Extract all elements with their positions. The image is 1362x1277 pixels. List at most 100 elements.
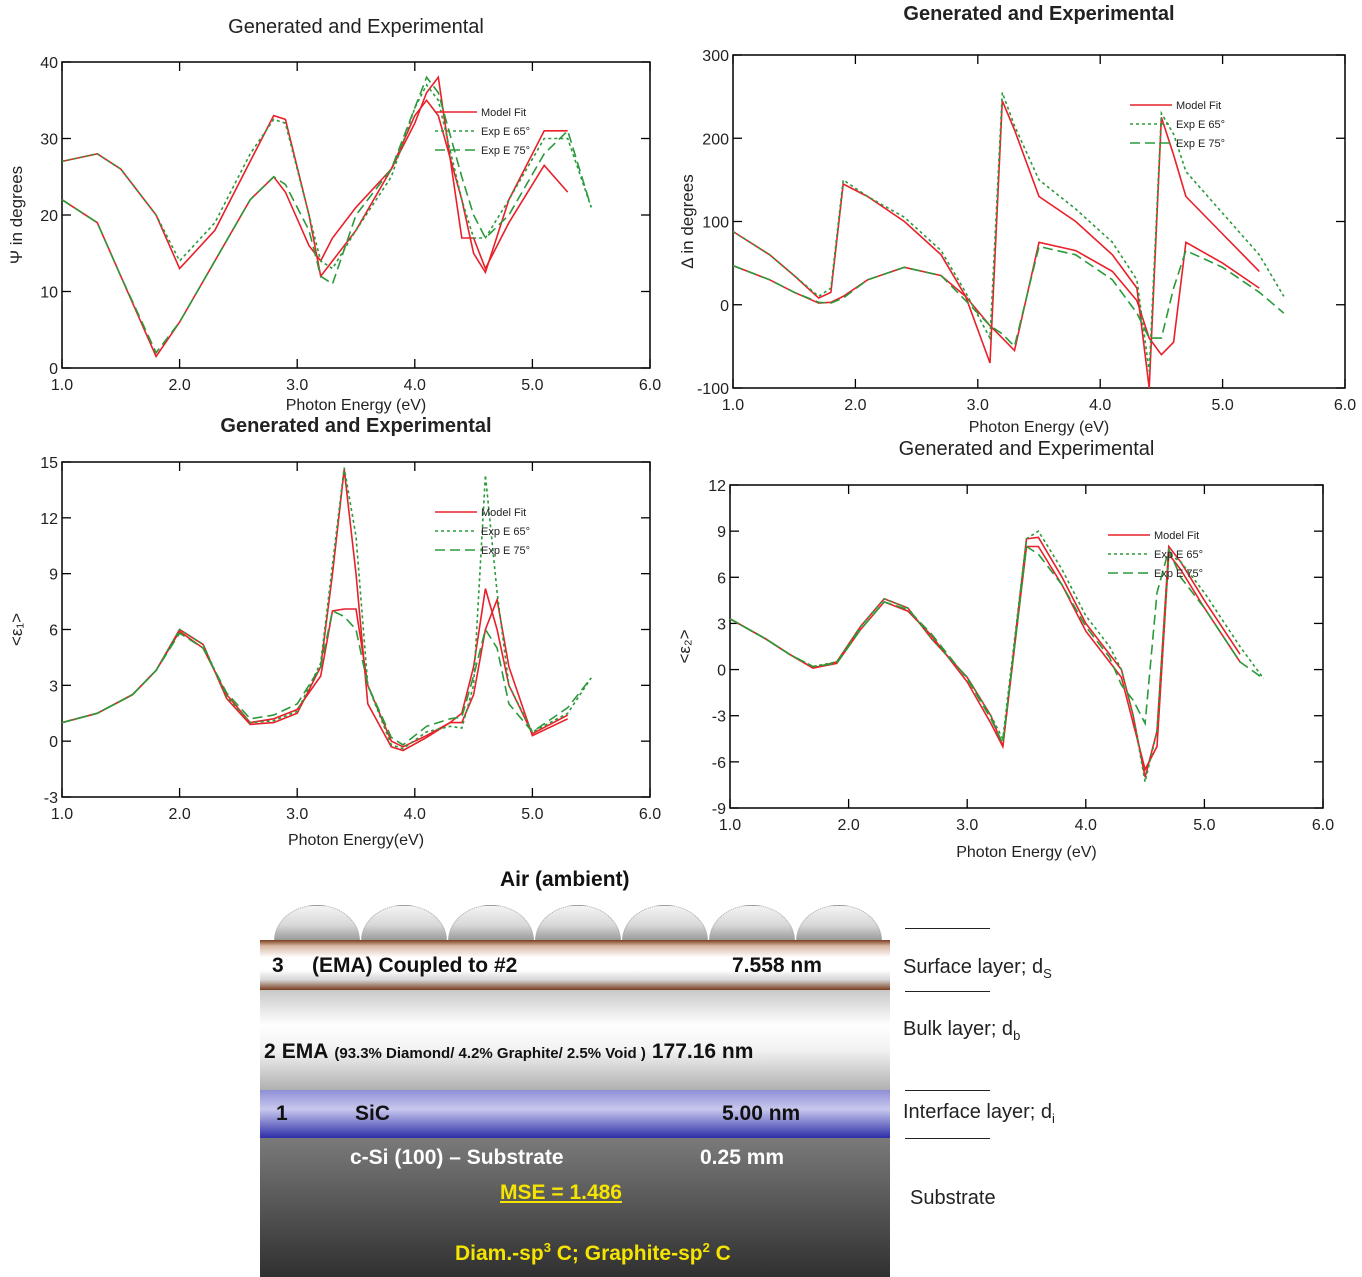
- note-sup: 2: [702, 1240, 710, 1255]
- x-tick-label: 3.0: [956, 817, 978, 834]
- label-sub: S: [1043, 966, 1052, 981]
- surface-layer: [260, 940, 890, 990]
- series-line: [61, 588, 569, 748]
- legend-label: Model Fit: [1176, 100, 1221, 112]
- y-tick-label: 0: [49, 361, 58, 378]
- layer-thickness: 5.00 nm: [722, 1102, 801, 1125]
- plot-frame: [729, 484, 1324, 809]
- y-tick-label: 40: [40, 55, 58, 72]
- dome: [796, 905, 882, 944]
- dome: [622, 905, 708, 944]
- y-tick-label: -6: [712, 755, 726, 772]
- x-tick-label: 5.0: [1211, 397, 1233, 414]
- layer-label: Bulk layer; db: [903, 1018, 1020, 1043]
- x-tick-label: 2.0: [168, 377, 190, 394]
- y-tick-label: -3: [712, 709, 726, 726]
- layer-name: SiC: [355, 1102, 391, 1125]
- dome: [448, 905, 534, 944]
- ambient-label: Air (ambient): [500, 868, 630, 891]
- y-axis-label: Δ in degrees: [678, 174, 697, 269]
- y-tick-label: 100: [702, 215, 729, 232]
- label-text: Surface layer; d: [903, 956, 1044, 978]
- chart-title: Generated and Experimental: [903, 3, 1174, 25]
- y-tick-label: 200: [702, 131, 729, 148]
- layer-thickness: 7.558 nm: [732, 954, 822, 977]
- y-tick-label: -100: [697, 381, 729, 398]
- legend-label: Model Fit: [481, 507, 526, 519]
- legend-label: Exp E 65°: [481, 526, 530, 538]
- separator: [905, 928, 990, 929]
- x-tick-label: 6.0: [639, 377, 661, 394]
- series-line: [61, 609, 592, 746]
- layer-index: 1: [276, 1102, 288, 1125]
- y-tick-label: 9: [717, 524, 726, 541]
- label-sub: b: [1013, 1028, 1021, 1043]
- series-line: [61, 75, 569, 359]
- y-axis-label: Ψ in degrees: [7, 166, 26, 264]
- dome: [274, 905, 360, 944]
- plot-frame: [61, 461, 651, 798]
- separator: [905, 991, 990, 992]
- layer-label: Surface layer; dS: [903, 956, 1052, 981]
- plot-frame: [732, 54, 1346, 389]
- x-tick-label: 5.0: [521, 806, 543, 823]
- legend-label: Exp E 65°: [481, 126, 530, 138]
- x-tick-label: 4.0: [1075, 817, 1097, 834]
- y-tick-label: 3: [49, 678, 58, 695]
- legend-label: Exp E 75°: [1154, 568, 1203, 580]
- chart-title: Generated and Experimental: [220, 415, 491, 437]
- legend-label: Exp E 75°: [481, 145, 530, 157]
- x-tick-label: 4.0: [404, 377, 426, 394]
- dome: [535, 905, 621, 944]
- note-text: C: [709, 1242, 731, 1265]
- legend-label: Exp E 65°: [1154, 549, 1203, 561]
- x-axis-label: Photon Energy (eV): [286, 397, 427, 414]
- series-line: [729, 545, 1265, 747]
- note: Diam.-sp3 C; Graphite-sp2 C: [455, 1240, 731, 1266]
- chart-title: Generated and Experimental: [899, 438, 1155, 460]
- x-tick-label: 3.0: [286, 806, 308, 823]
- y-tick-label: 6: [717, 570, 726, 587]
- series-line: [729, 529, 1265, 783]
- x-tick-label: 2.0: [837, 817, 859, 834]
- plot-frame: [61, 61, 651, 369]
- layer-name: (EMA) Coupled to #2: [312, 954, 518, 977]
- x-tick-label: 5.0: [1193, 817, 1215, 834]
- series-line: [61, 75, 592, 355]
- series-line: [732, 241, 1260, 356]
- y-tick-label: 0: [720, 298, 729, 315]
- note-text: C; Graphite-sp: [550, 1242, 703, 1265]
- y-tick-label: 15: [40, 455, 58, 472]
- layer-name: EMA: [281, 1040, 329, 1063]
- x-tick-label: 6.0: [1334, 397, 1356, 414]
- charts: Generated and Experimental 1.0 2.0 3.0 4.0 5.…: [7, 3, 1356, 861]
- layer-index: 2: [264, 1040, 276, 1063]
- x-tick-label: 1.0: [722, 397, 744, 414]
- x-tick-label: 3.0: [967, 397, 989, 414]
- y-axis-label: <ε₂>: [675, 629, 694, 663]
- mse: MSE = 1.486: [500, 1181, 622, 1204]
- legend-label: Model Fit: [1154, 530, 1199, 542]
- note-text: Diam.-sp: [455, 1242, 544, 1265]
- note-sup: 3: [543, 1240, 551, 1255]
- layer-composition: (93.3% Diamond/ 4.2% Graphite/ 2.5% Void…: [334, 1045, 646, 1062]
- layer-thickness: 177.16 nm: [651, 1040, 754, 1063]
- bulk-layer: [260, 990, 890, 1090]
- layer-row: 2 EMA (93.3% Diamond/ 4.2% Graphite/ 2.5…: [264, 1040, 753, 1064]
- substrate-layer: [260, 1138, 890, 1277]
- y-tick-label: -9: [712, 801, 726, 818]
- label-sub: i: [1051, 1111, 1055, 1126]
- label-text: Interface layer; d: [903, 1101, 1052, 1123]
- separator: [905, 1138, 990, 1139]
- series-line: [732, 92, 1285, 372]
- x-axis-label: Photon Energy (eV): [969, 419, 1110, 436]
- separator: [905, 1090, 990, 1091]
- series-line: [732, 245, 1285, 348]
- y-tick-label: -3: [44, 790, 58, 807]
- x-tick-label: 6.0: [1312, 817, 1334, 834]
- layer-label: Interface layer; di: [903, 1101, 1055, 1126]
- legend-label: Exp E 75°: [1176, 138, 1225, 150]
- x-tick-label: 3.0: [286, 377, 308, 394]
- x-tick-label: 5.0: [521, 377, 543, 394]
